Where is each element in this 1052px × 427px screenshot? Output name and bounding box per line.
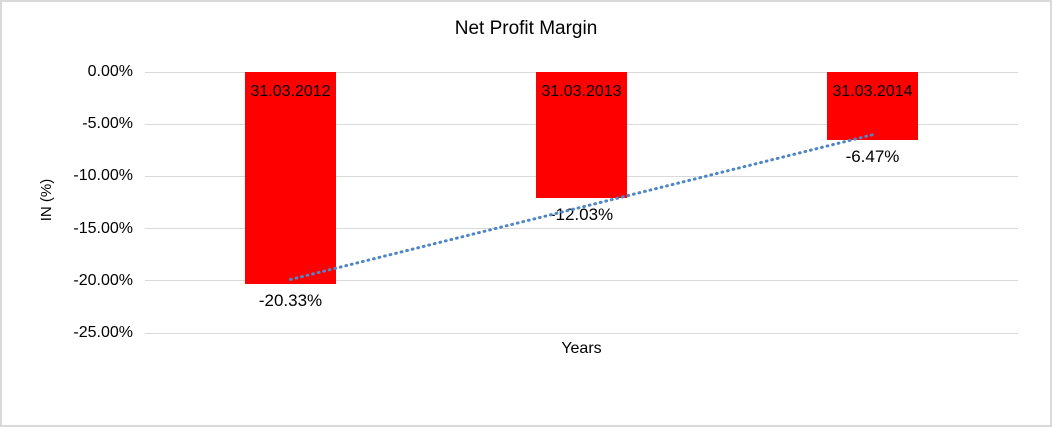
value-label: -20.33% [258,291,323,311]
y-axis-tick-label: -20.00% [73,271,133,289]
y-axis-title: IN (%) [38,178,55,222]
bar-31.03.2014 [827,72,918,140]
category-label: 31.03.2014 [832,83,913,100]
y-axis-tick-label: 0.00% [87,63,133,80]
y-axis-tick-label: -15.00% [73,219,133,237]
y-axis-tick-label: -5.00% [82,115,133,133]
chart-title: Net Profit Margin [454,18,598,39]
gridline [145,332,1018,334]
value-label: -12.03% [549,204,614,224]
y-axis-tick-label: -25.00% [73,324,133,341]
bar-31.03.2012 [245,72,336,285]
y-axis-tick-label: -10.00% [73,167,133,185]
value-label: -6.47% [845,146,900,166]
x-axis-title: Years [561,340,602,357]
category-label: 31.03.2012 [250,83,331,100]
category-label: 31.03.2013 [541,83,622,100]
